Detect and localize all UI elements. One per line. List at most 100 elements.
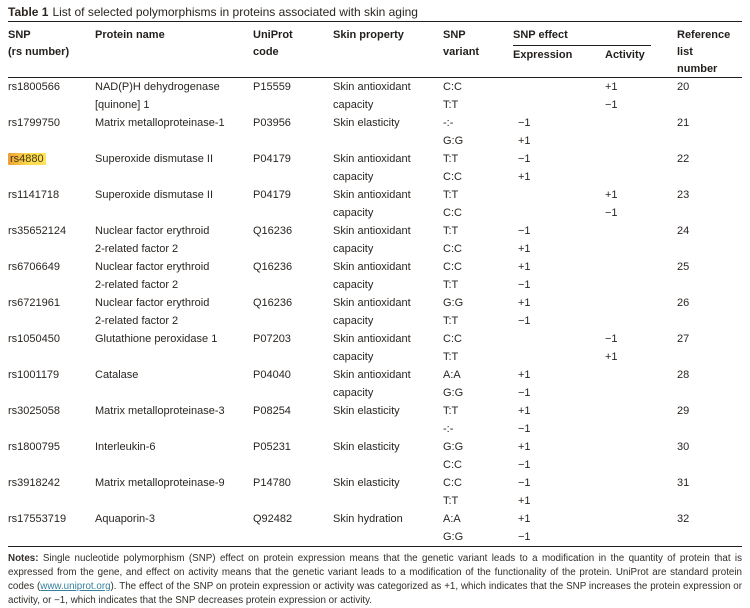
expression-cell bbox=[513, 186, 605, 222]
notes-text-after-link: ). The effect of the SNP on protein expr… bbox=[8, 580, 742, 606]
uniprot-cell: P14780 bbox=[253, 477, 291, 489]
table-row: rs6706649 Nuclear factor erythroid 2-relat… bbox=[8, 258, 742, 294]
snp-cell: rs4880 bbox=[8, 150, 95, 186]
expression-cell bbox=[513, 78, 605, 114]
variant-cell: C:C T:T bbox=[443, 333, 462, 363]
activity-cell: +1 −1 bbox=[605, 81, 618, 111]
snp-cell: rs1050450 bbox=[8, 333, 60, 345]
expression-cell: +1 −1 bbox=[518, 405, 531, 435]
reference-cell: 28 bbox=[677, 369, 690, 381]
variant-cell: A:A G:G bbox=[443, 513, 464, 543]
bottom-rule bbox=[8, 546, 742, 547]
property-cell: Skin antioxidant capacity bbox=[333, 261, 411, 291]
variant-cell: A:A G:G bbox=[443, 369, 464, 399]
snp-cell: rs6706649 bbox=[8, 261, 60, 273]
snp-effect-underline bbox=[513, 45, 651, 46]
activity-cell bbox=[605, 114, 677, 150]
property-cell: Skin elasticity bbox=[333, 441, 400, 453]
variant-cell: T:T C:C bbox=[443, 225, 462, 255]
uniprot-link[interactable]: www.uniprot.org bbox=[40, 580, 111, 592]
protein-cell: Nuclear factor erythroid 2-related factor… bbox=[95, 225, 210, 255]
reference-cell: 22 bbox=[677, 153, 690, 165]
highlighted-snp: rs4880 bbox=[8, 153, 46, 165]
table-row: rs1799750 Matrix metalloproteinase-1 P0395… bbox=[8, 114, 742, 150]
expression-cell: +1 −1 bbox=[518, 297, 531, 327]
uniprot-cell: P15559 bbox=[253, 81, 291, 93]
table-body: rs1800566 NAD(P)H dehydrogenase [quinone] … bbox=[8, 78, 742, 546]
protein-cell: Matrix metalloproteinase-1 bbox=[95, 117, 225, 129]
uniprot-cell: Q92482 bbox=[253, 513, 293, 525]
activity-cell: +1 −1 bbox=[605, 189, 618, 219]
table-row: rs1141718 Superoxide dismutase II P04179 Sk… bbox=[8, 186, 742, 222]
snp-cell: rs35652124 bbox=[8, 225, 67, 237]
property-cell: Skin elasticity bbox=[333, 477, 400, 489]
table-header: SNP (rs number) Protein name UniProt cod… bbox=[8, 22, 742, 77]
activity-cell bbox=[605, 294, 677, 330]
uniprot-cell: P05231 bbox=[253, 441, 291, 453]
table-row: rs1800795 Interleukin-6 P05231 Skin elastic… bbox=[8, 438, 742, 474]
snp-cell: rs1800795 bbox=[8, 441, 60, 453]
property-cell: Skin elasticity bbox=[333, 405, 400, 417]
expression-cell: +1 −1 bbox=[518, 369, 531, 399]
table-row: rs1001179 Catalase P04040 Skin antioxidant c… bbox=[8, 366, 742, 402]
uniprot-cell: P04179 bbox=[253, 153, 291, 165]
protein-cell: Matrix metalloproteinase-3 bbox=[95, 405, 225, 417]
variant-cell: C:C T:T bbox=[443, 81, 462, 111]
property-cell: Skin antioxidant capacity bbox=[333, 369, 411, 399]
snp-cell: rs1800566 bbox=[8, 81, 60, 93]
table-row: rs3025058 Matrix metalloproteinase-3 P0825… bbox=[8, 402, 742, 438]
col-header-protein: Protein name bbox=[95, 29, 165, 41]
reference-cell: 26 bbox=[677, 297, 690, 309]
expression-cell: +1 −1 bbox=[518, 513, 531, 543]
activity-cell bbox=[605, 510, 677, 546]
variant-cell: C:C T:T bbox=[443, 477, 462, 507]
protein-cell: NAD(P)H dehydrogenase [quinone] 1 bbox=[95, 81, 220, 111]
property-cell: Skin hydration bbox=[333, 513, 403, 525]
activity-cell bbox=[605, 474, 677, 510]
snp-cell: rs6721961 bbox=[8, 297, 60, 309]
notes-label: Notes: bbox=[8, 553, 39, 564]
header-rule bbox=[8, 77, 742, 78]
uniprot-cell: P04040 bbox=[253, 369, 291, 381]
property-cell: Skin antioxidant capacity bbox=[333, 225, 411, 255]
snp-cell: rs1141718 bbox=[8, 189, 60, 201]
reference-cell: 21 bbox=[677, 117, 690, 129]
expression-cell: −1 +1 bbox=[518, 153, 531, 183]
expression-cell: −1 +1 bbox=[518, 225, 531, 255]
table-row: rs3918242 Matrix metalloproteinase-9 P1478… bbox=[8, 474, 742, 510]
activity-cell bbox=[605, 222, 677, 258]
activity-cell bbox=[605, 150, 677, 186]
reference-cell: 32 bbox=[677, 513, 690, 525]
property-cell: Skin antioxidant capacity bbox=[333, 81, 411, 111]
col-header-expression: Expression bbox=[513, 49, 573, 61]
expression-cell: +1 −1 bbox=[518, 441, 531, 471]
variant-cell: T:T C:C bbox=[443, 153, 462, 183]
col-header-snp-variant: SNP variant bbox=[443, 29, 480, 58]
reference-cell: 27 bbox=[677, 333, 690, 345]
col-header-snp-effect: SNP effect bbox=[513, 29, 568, 41]
variant-cell: T:T -:- bbox=[443, 405, 459, 435]
variant-cell: G:G C:C bbox=[443, 441, 464, 471]
snp-cell: rs1799750 bbox=[8, 117, 60, 129]
property-cell: Skin elasticity bbox=[333, 117, 400, 129]
variant-cell: G:G T:T bbox=[443, 297, 464, 327]
table-row: rs6721961 Nuclear factor erythroid 2-relat… bbox=[8, 294, 742, 330]
variant-cell: C:C T:T bbox=[443, 261, 462, 291]
table-row: rs4880 Superoxide dismutase II P04179 Skin … bbox=[8, 150, 742, 186]
variant-cell: -:- G:G bbox=[443, 117, 464, 147]
snp-cell: rs3025058 bbox=[8, 405, 60, 417]
protein-cell: Matrix metalloproteinase-9 bbox=[95, 477, 225, 489]
variant-cell: T:T C:C bbox=[443, 189, 462, 219]
protein-cell: Aquaporin-3 bbox=[95, 513, 155, 525]
protein-cell: Glutathione peroxidase 1 bbox=[95, 333, 218, 345]
activity-cell: −1 +1 bbox=[605, 333, 618, 363]
uniprot-cell: Q16236 bbox=[253, 297, 293, 309]
protein-cell: Nuclear factor erythroid 2-related factor… bbox=[95, 261, 210, 291]
activity-cell bbox=[605, 366, 677, 402]
table-title-text: List of selected polymorphisms in protei… bbox=[52, 5, 418, 19]
property-cell: Skin antioxidant capacity bbox=[333, 153, 411, 183]
table-notes: Notes: Single nucleotide polymorphism (S… bbox=[8, 552, 742, 608]
snp-cell: rs3918242 bbox=[8, 477, 60, 489]
protein-cell: Superoxide dismutase II bbox=[95, 153, 214, 165]
col-header-activity: Activity bbox=[605, 49, 645, 61]
